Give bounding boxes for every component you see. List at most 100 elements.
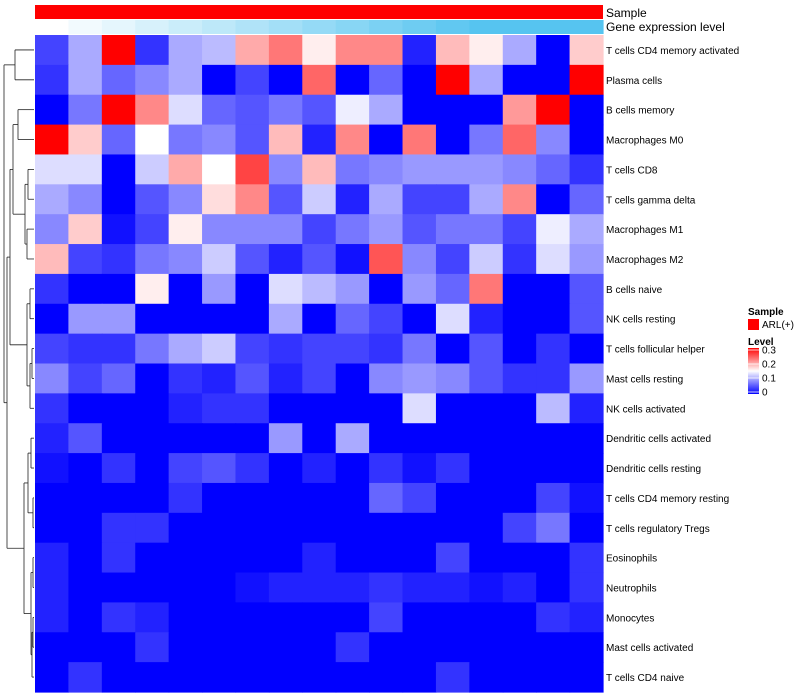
heatmap-cell (335, 572, 370, 604)
heatmap-cell (135, 94, 170, 126)
heatmap-cell (435, 572, 470, 604)
heatmap-cell (202, 482, 237, 514)
heatmap-cell (35, 244, 70, 275)
heatmap-cell (435, 363, 470, 394)
heatmap-cell (202, 572, 237, 604)
heatmap-cell (235, 512, 270, 544)
heatmap-cell (268, 303, 303, 335)
heatmap-cell (435, 632, 470, 663)
heatmap-cell (369, 602, 404, 633)
heatmap-cell (402, 35, 437, 66)
heatmap-cell (435, 124, 470, 156)
heatmap-cell (435, 482, 470, 514)
heatmap-cell (235, 124, 270, 156)
heatmap-cell (168, 542, 203, 574)
heatmap-cell (369, 482, 404, 514)
heatmap-cell (35, 333, 70, 365)
heatmap-cell (35, 542, 70, 574)
heatmap-cell (536, 363, 571, 394)
heatmap-cell (502, 542, 537, 574)
heatmap-cell (402, 363, 437, 394)
heatmap-cell (68, 572, 103, 604)
heatmap-cell (335, 333, 370, 365)
heatmap-cell (536, 333, 571, 365)
heatmap-cell (268, 363, 303, 394)
annotation-cell-gene-expression (469, 20, 504, 34)
heatmap-cell (168, 303, 203, 335)
heatmap-cell (569, 303, 604, 335)
heatmap-cell (168, 602, 203, 633)
heatmap-cell (435, 453, 470, 484)
heatmap-cell (168, 512, 203, 544)
heatmap-cell (402, 303, 437, 335)
heatmap-cell (335, 35, 370, 66)
heatmap-cell (302, 94, 337, 126)
heatmap-cell (536, 154, 571, 185)
heatmap-cell (369, 423, 404, 454)
heatmap-cell (435, 273, 470, 305)
heatmap-cell (435, 542, 470, 574)
annotation-cell-gene-expression (369, 20, 404, 34)
heatmap-cell (302, 244, 337, 275)
heatmap-cell (268, 453, 303, 484)
heatmap-cell (235, 542, 270, 574)
heatmap-cell (469, 662, 504, 693)
heatmap-cell (202, 453, 237, 484)
heatmap-cell (268, 35, 303, 66)
heatmap-cell (302, 184, 337, 215)
heatmap-cell (202, 273, 237, 305)
row-label: Mast cells resting (606, 374, 683, 385)
heatmap-cell (101, 542, 136, 574)
heatmap-cell (335, 662, 370, 693)
row-label: B cells naive (606, 285, 663, 296)
heatmap-cell (369, 542, 404, 574)
heatmap-cell (202, 632, 237, 663)
heatmap-cell (335, 273, 370, 305)
heatmap-cell (101, 244, 136, 275)
heatmap-cell (536, 124, 571, 156)
heatmap-cell (435, 662, 470, 693)
heatmap-cell (168, 184, 203, 215)
heatmap-cell (502, 453, 537, 484)
heatmap-cell (335, 393, 370, 424)
heatmap-cell (68, 482, 103, 514)
heatmap-cell (335, 512, 370, 544)
heatmap-cell (569, 393, 604, 424)
row-labels: T cells CD4 memory activated Plasma cells… (606, 46, 739, 684)
heatmap-cell (268, 214, 303, 245)
heatmap-cell (536, 214, 571, 245)
annotation-cell-gene-expression (202, 20, 237, 34)
heatmap-cell (302, 512, 337, 544)
heatmap-cell (402, 124, 437, 156)
legend-ticks: 0.3 0.2 0.1 0 (748, 346, 776, 399)
heatmap-cell (101, 35, 136, 66)
heatmap-cell (502, 244, 537, 275)
heatmap-cell (235, 214, 270, 245)
heatmap-cell (68, 273, 103, 305)
heatmap-cell (101, 273, 136, 305)
heatmap-cell (101, 602, 136, 633)
heatmap-cell (469, 602, 504, 633)
heatmap-cell (435, 154, 470, 185)
heatmap-cell (235, 453, 270, 484)
heatmap-cell (302, 124, 337, 156)
heatmap-cell (369, 124, 404, 156)
annotation-label-sample: Sample (606, 6, 647, 20)
heatmap-cell (35, 214, 70, 245)
heatmap-cell (101, 482, 136, 514)
heatmap-cell (101, 184, 136, 215)
heatmap-cell (202, 303, 237, 335)
heatmap-cell (369, 303, 404, 335)
heatmap-cell (502, 393, 537, 424)
heatmap-cell (135, 244, 170, 275)
heatmap-cell (536, 632, 571, 663)
heatmap-cell (101, 124, 136, 156)
heatmap-cell (435, 333, 470, 365)
row-label: Macrophages M0 (606, 136, 684, 147)
heatmap-cell (369, 35, 404, 66)
heatmap-cell (469, 124, 504, 156)
heatmap-cell (435, 94, 470, 126)
heatmap-cell (435, 244, 470, 275)
heatmap-cell (135, 154, 170, 185)
heatmap-cell (302, 542, 337, 574)
